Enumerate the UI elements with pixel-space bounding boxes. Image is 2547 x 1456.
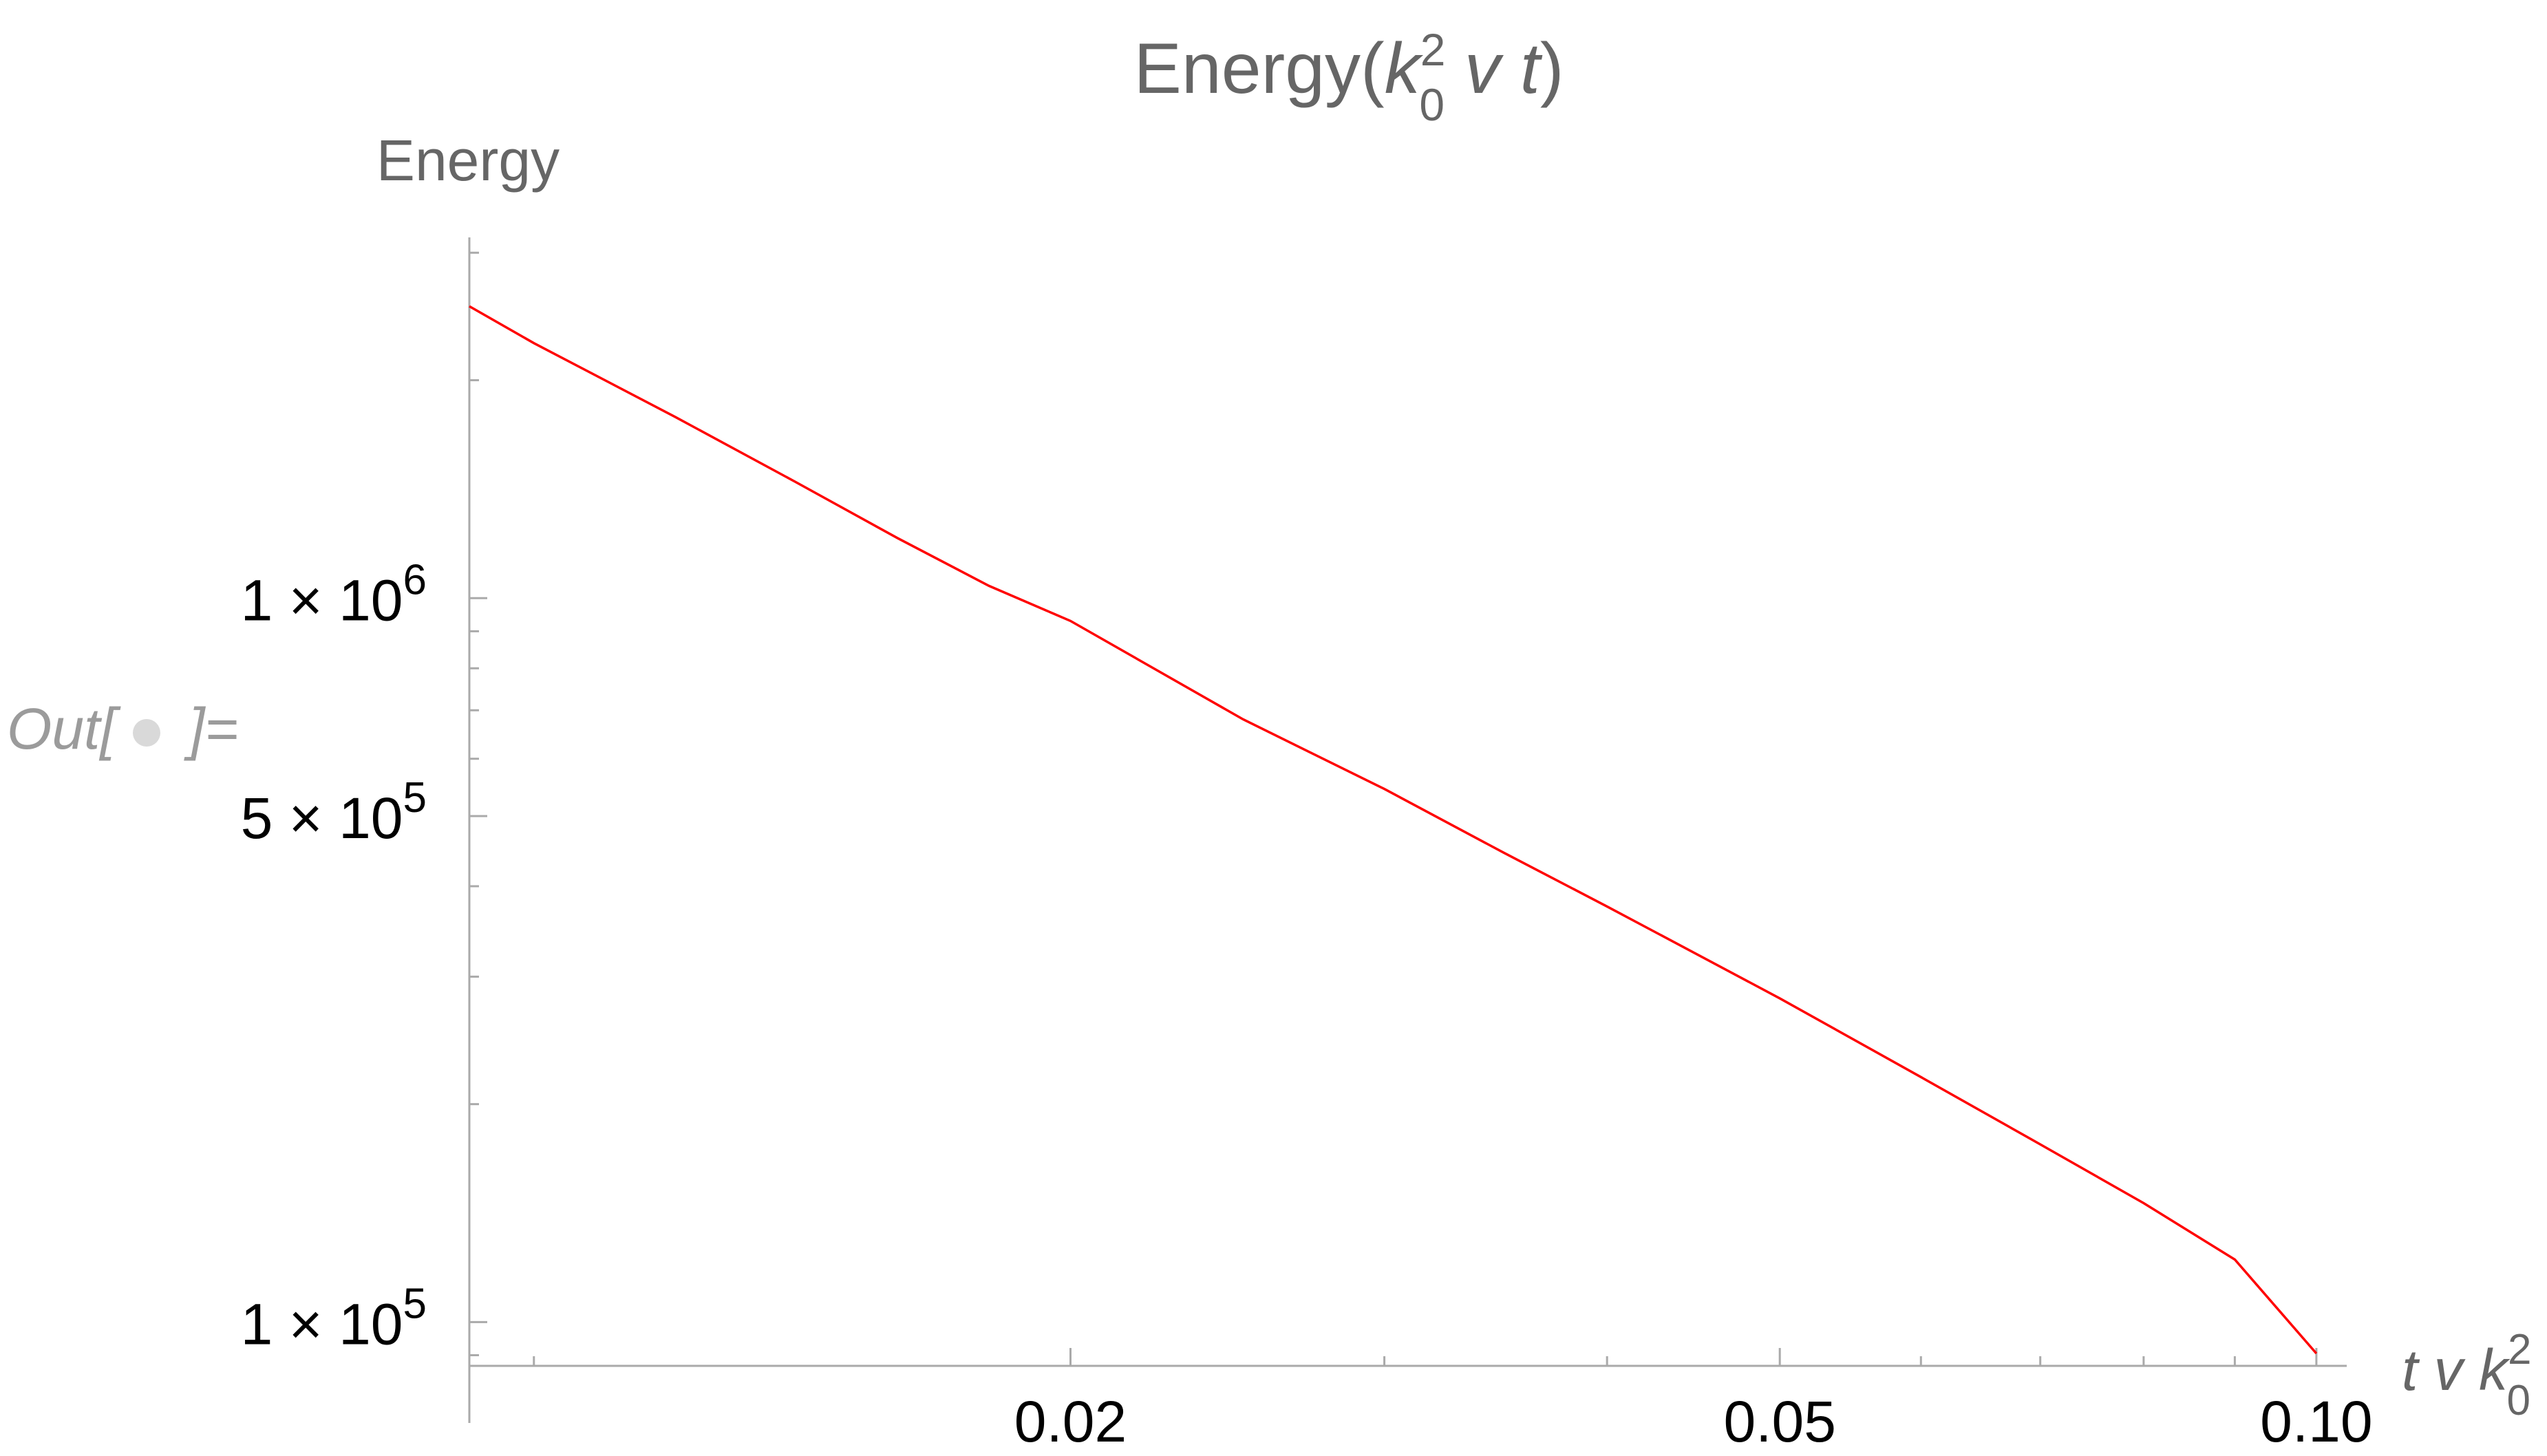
- x-label-superscript: 2: [2508, 1326, 2531, 1373]
- title-subscript: 0: [1419, 79, 1445, 130]
- output-cell-label: Out[ ]=: [7, 696, 238, 761]
- x-tick-label: 0.10: [2260, 1389, 2373, 1454]
- title-base: Energy(: [1134, 29, 1385, 109]
- output-label-gap: [173, 696, 189, 761]
- output-label-start: Out[: [7, 696, 121, 761]
- x-tick-label: 0.02: [1014, 1389, 1127, 1454]
- y-tick-label: 1 × 106: [241, 556, 427, 632]
- x-tick-label: 0.05: [1723, 1389, 1836, 1454]
- x-axis-ticks: [533, 1348, 2318, 1366]
- title-close-paren: ): [1540, 29, 1564, 109]
- x-axis-tick-labels: 0.02 0.05 0.10: [1014, 1389, 2373, 1454]
- x-label-subscript: 0: [2507, 1377, 2530, 1424]
- y-tick-label: 1 × 105: [241, 1280, 427, 1356]
- output-label-end: ]=: [184, 696, 238, 761]
- y-axis-tick-labels: 1 × 105 5 × 105 1 × 106: [241, 556, 427, 1356]
- title-variables: v t: [1445, 29, 1543, 109]
- chart-title: Energy(k2 0 v t): [1134, 24, 1564, 130]
- output-marker-dot: [133, 719, 160, 747]
- y-axis-ticks: [469, 251, 487, 1357]
- x-axis-label: t v k2 0: [2402, 1326, 2532, 1424]
- title-superscript: 2: [1420, 24, 1446, 75]
- y-axis-label: Energy: [376, 128, 560, 193]
- title-k: k: [1385, 29, 1424, 109]
- y-tick-label: 5 × 105: [241, 774, 427, 850]
- energy-curve: [469, 305, 2318, 1355]
- x-label-k: k: [2479, 1338, 2511, 1402]
- x-label-base: t v: [2402, 1338, 2479, 1402]
